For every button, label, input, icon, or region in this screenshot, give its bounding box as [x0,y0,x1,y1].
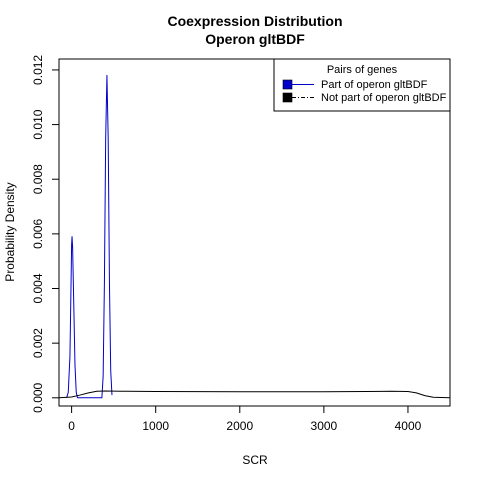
x-tick-label: 0 [68,419,75,433]
y-axis-label: Probability Density [3,182,17,281]
x-tick-label: 2000 [226,419,253,433]
y-tick-label: 0.010 [31,109,45,139]
legend-title: Pairs of genes [327,64,398,76]
y-tick-label: 0.012 [31,55,45,85]
y-tick-label: 0.000 [31,382,45,412]
x-tick-label: 1000 [142,419,169,433]
x-axis-label: SCR [242,453,268,467]
plot-area-border [58,58,451,407]
x-tick-label: 3000 [311,419,338,433]
legend-swatch-part [282,79,293,90]
y-axis-ticks: 0.000 0.002 0.004 0.006 0.008 0.010 0.012 [31,55,59,413]
y-tick-label: 0.008 [31,164,45,194]
y-tick-label: 0.002 [31,328,45,358]
x-axis-ticks: 0 1000 2000 3000 4000 [68,406,422,433]
chart-title: Coexpression Distribution [167,13,342,29]
chart-subtitle: Operon gltBDF [205,31,305,47]
series-line-not-part-of-operon [58,390,451,399]
series-line-part-of-operon [66,74,113,399]
legend: Pairs of genes Part of operon gltBDF Not… [273,58,451,112]
legend-entry-part: Part of operon gltBDF [321,79,428,91]
y-tick-label: 0.006 [31,219,45,249]
legend-entry-not-part: Not part of operon gltBDF [321,92,447,104]
y-tick-label: 0.004 [31,273,45,303]
legend-swatch-not-part [282,92,293,103]
x-tick-label: 4000 [395,419,422,433]
series-layer [58,74,451,399]
